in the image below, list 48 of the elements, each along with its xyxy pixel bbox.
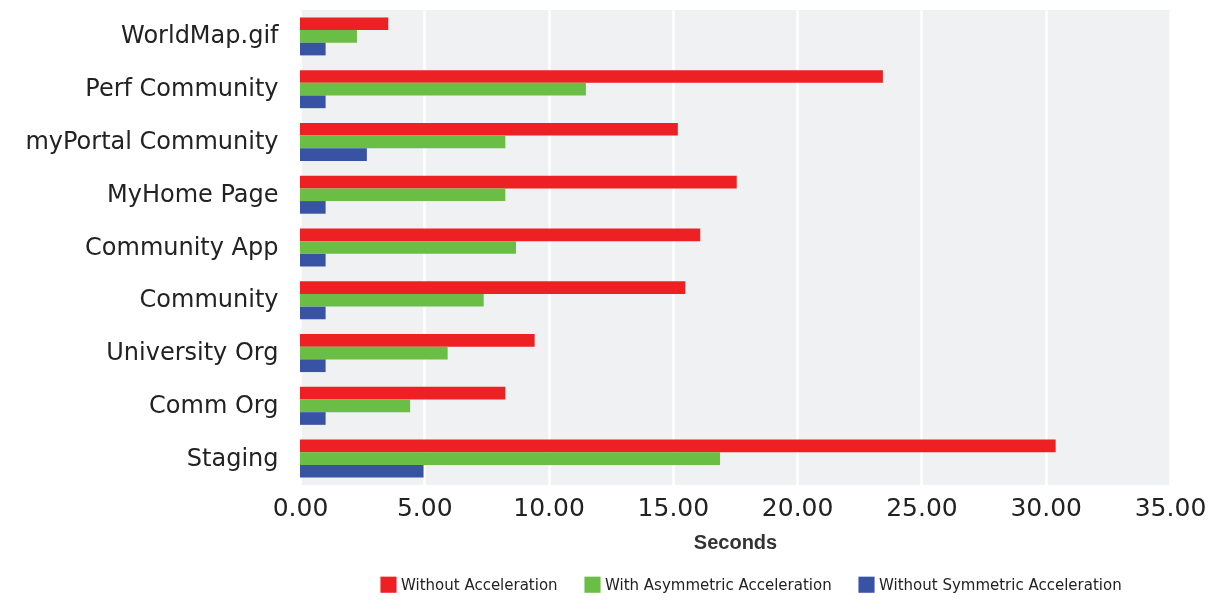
bar xyxy=(300,253,326,267)
bar xyxy=(300,201,326,214)
x-tick-label: 25.00 xyxy=(886,492,958,522)
bar xyxy=(300,95,326,109)
y-tick-label: MyHome Page xyxy=(106,179,279,208)
bar xyxy=(300,412,326,425)
bar xyxy=(300,399,411,413)
legend-label: With Asymmetric Acceleration xyxy=(605,575,832,594)
y-tick-label: Comm Org xyxy=(149,390,279,419)
x-tick-label: 5.00 xyxy=(396,492,453,522)
bar xyxy=(300,241,517,254)
x-tick-label: 35.00 xyxy=(1134,492,1207,522)
bar xyxy=(300,175,737,189)
y-tick-label: Community App xyxy=(85,232,279,261)
bar xyxy=(300,464,424,478)
bar xyxy=(300,228,701,242)
bar xyxy=(300,42,326,56)
bar xyxy=(300,452,721,465)
bar xyxy=(300,359,326,373)
bar xyxy=(300,17,389,31)
bar xyxy=(300,281,686,294)
bar xyxy=(300,30,357,43)
y-tick-label: Community xyxy=(139,285,279,314)
bar xyxy=(300,306,326,320)
bar xyxy=(300,293,484,307)
y-tick-label: Staging xyxy=(186,443,279,472)
x-tick-label: 0.00 xyxy=(272,492,329,522)
bar xyxy=(300,386,506,400)
bar xyxy=(300,70,883,83)
y-tick-label: myPortal Community xyxy=(25,126,279,155)
x-tick-label: 15.00 xyxy=(637,492,710,522)
legend-label: Without Symmetric Acceleration xyxy=(879,575,1122,594)
bar xyxy=(300,82,586,96)
legend-label: Without Acceleration xyxy=(401,575,558,594)
y-tick-label: University Org xyxy=(106,338,279,367)
y-tick-label: WorldMap.gif xyxy=(121,21,280,50)
y-tick-label: Perf Community xyxy=(85,74,279,103)
x-tick-label: 20.00 xyxy=(761,492,834,522)
bar xyxy=(300,135,506,149)
bar xyxy=(300,334,535,347)
x-tick-label: 30.00 xyxy=(1010,492,1082,522)
x-axis-title: Seconds xyxy=(693,530,778,553)
x-tick-label: 10.00 xyxy=(513,492,585,522)
bar xyxy=(300,346,448,360)
bar xyxy=(300,439,1056,453)
bar xyxy=(300,188,506,202)
bar xyxy=(300,122,678,136)
bar xyxy=(300,148,367,161)
